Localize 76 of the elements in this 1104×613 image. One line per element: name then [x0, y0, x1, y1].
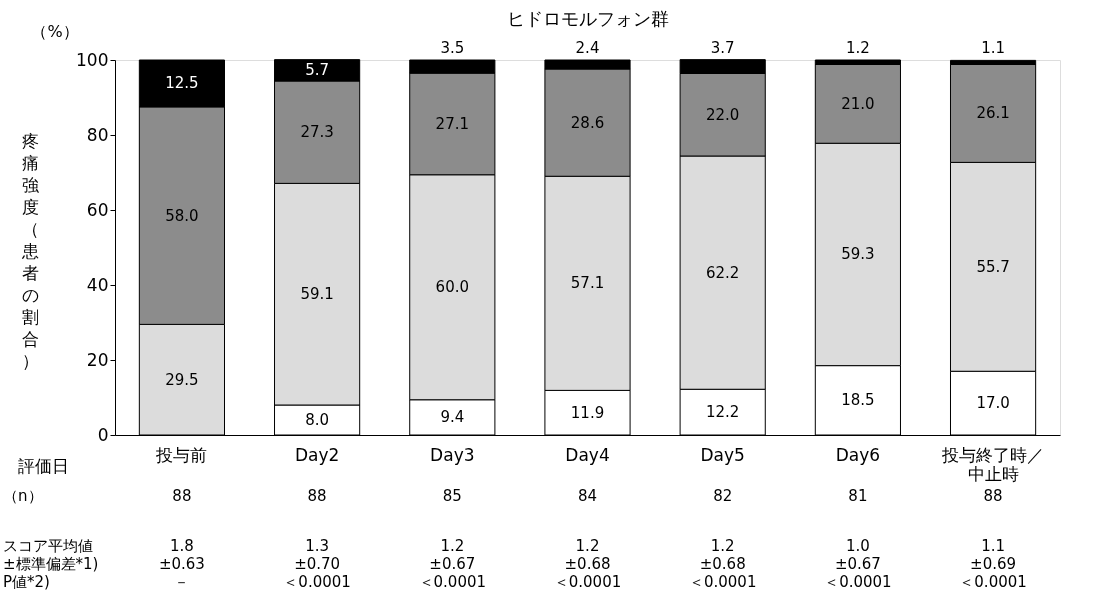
text: 1.2	[440, 537, 465, 555]
text: 88	[172, 487, 192, 505]
data-label: 57.1	[570, 274, 605, 293]
x-tick-label: Day4	[565, 444, 610, 465]
text: 1.3	[305, 537, 330, 555]
y-tick-label: 20	[86, 349, 109, 370]
data-label: 8.0	[305, 411, 330, 429]
x-tick-label: Day3	[430, 444, 475, 465]
text: 88	[983, 487, 1003, 505]
data-label: 29.5	[165, 370, 199, 389]
data-label: 12.2	[705, 403, 740, 422]
data-label: 22.0	[705, 105, 740, 124]
data-label: 62.2	[705, 263, 740, 282]
text: ＜0.0001	[959, 573, 1027, 591]
data-label: 27.1	[435, 114, 470, 133]
text: ＜0.0001	[688, 573, 757, 591]
text: ＜0.0001	[553, 573, 622, 591]
x-tick-label: Day2	[294, 444, 340, 465]
x-tick-label: Day5	[700, 444, 745, 465]
data-label: 5.7	[305, 61, 330, 80]
y-tick-label: 80	[86, 124, 109, 145]
text: 1.1	[981, 537, 1006, 555]
text: 82	[713, 487, 733, 505]
text: ＜0.0001	[824, 573, 892, 591]
data-label: 28.6	[570, 113, 605, 132]
text: （%）	[31, 22, 79, 41]
data-label: 18.5	[841, 391, 875, 410]
text: ±0.63	[158, 555, 205, 573]
text: 84	[577, 487, 598, 505]
data-label: 60.0	[435, 278, 470, 297]
text: 85	[442, 487, 462, 505]
data-label: 55.7	[976, 257, 1010, 276]
x-tick-label: 投与前	[155, 444, 208, 465]
text: ±0.68	[564, 555, 611, 573]
data-label: 1.1	[981, 39, 1006, 58]
data-label: 9.4	[440, 408, 465, 427]
text: ±0.67	[429, 555, 476, 573]
text: P値*2)	[3, 573, 50, 591]
text: 1.0	[845, 537, 870, 555]
text: ±0.68	[699, 555, 746, 573]
y-tick-label: 0	[97, 424, 109, 445]
y-tick-label: 60	[86, 199, 109, 220]
text: 88	[307, 487, 327, 505]
text: スコア平均値	[3, 537, 93, 555]
data-label: 11.9	[570, 403, 605, 422]
data-label: 58.0	[165, 206, 199, 225]
data-label: 1.2	[845, 39, 870, 57]
data-label: 2.4	[575, 39, 600, 57]
chart-title: ヒドロモルフォン群	[506, 8, 669, 29]
x-axis-title: 評価日	[17, 456, 69, 476]
data-label: 12.5	[165, 74, 199, 93]
text: 81	[848, 487, 868, 505]
x-tick-label: Day6	[835, 444, 881, 465]
y-tick-label: 100	[76, 49, 109, 70]
data-label: 3.7	[710, 38, 735, 57]
data-label: 26.1	[976, 104, 1010, 123]
data-label: 59.3	[841, 245, 875, 264]
data-label: 21.0	[841, 94, 875, 113]
text: ±0.67	[834, 555, 881, 573]
text: ±0.69	[970, 555, 1017, 573]
data-label: 27.3	[300, 123, 334, 142]
data-label: 3.5	[440, 39, 465, 57]
text: ±0.70	[294, 555, 341, 573]
y-tick-label: 40	[86, 274, 109, 295]
text: 疼痛強度（患者の割合）	[22, 130, 39, 371]
text: ±標準偏差*1)	[3, 555, 99, 573]
data-label: 17.0	[976, 394, 1010, 413]
text: ＜0.0001	[418, 573, 487, 591]
text: 1.2	[710, 537, 735, 555]
x-tick-label: 投与終了時／中止時	[941, 444, 1045, 484]
text: （n）	[3, 487, 43, 505]
data-label: 59.1	[300, 285, 334, 304]
text: 1.8	[169, 537, 194, 555]
text: ＜0.0001	[283, 573, 351, 591]
text: 1.2	[575, 537, 600, 555]
text: －	[174, 573, 190, 591]
